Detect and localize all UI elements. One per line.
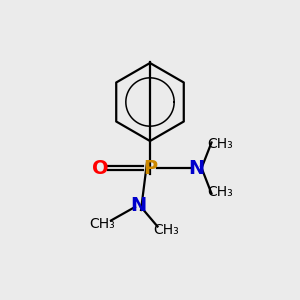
Text: CH₃: CH₃ (208, 185, 233, 199)
Text: N: N (130, 196, 146, 215)
Text: CH₃: CH₃ (89, 217, 115, 230)
Text: N: N (188, 158, 205, 178)
Text: O: O (92, 158, 109, 178)
Text: CH₃: CH₃ (208, 137, 233, 151)
Text: CH₃: CH₃ (154, 223, 179, 236)
Text: P: P (143, 158, 157, 178)
